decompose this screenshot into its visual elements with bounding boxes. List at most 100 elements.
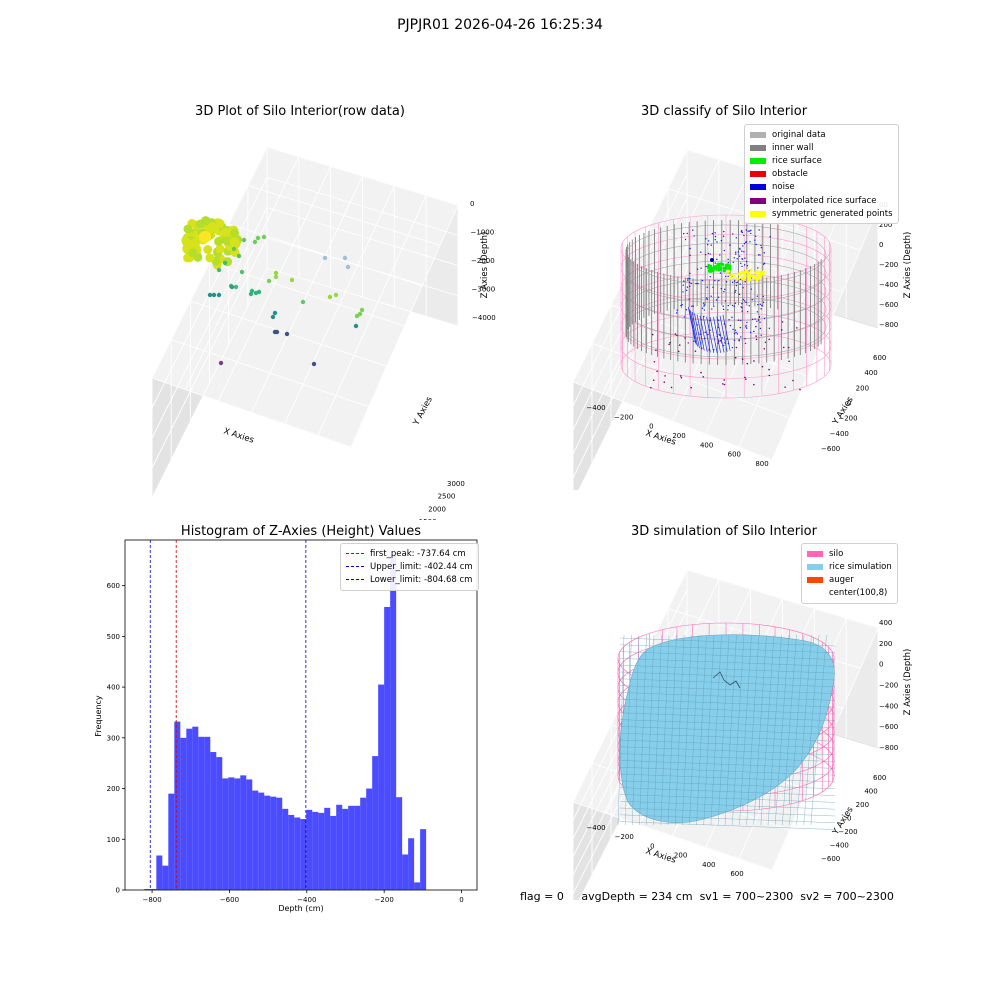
p4-x-label: X Axies bbox=[644, 846, 677, 865]
p3-bar bbox=[354, 805, 361, 890]
legend-label: first_peak: -737.64 cm bbox=[370, 548, 466, 559]
p2-noise-point bbox=[687, 279, 689, 281]
p2-noise-point bbox=[716, 241, 718, 243]
p2-grid-line bbox=[705, 188, 815, 435]
legend-label: Upper_limit: -402.44 cm bbox=[370, 561, 473, 572]
legend-line-swatch bbox=[346, 553, 364, 555]
p2-interpolated-point bbox=[718, 340, 720, 342]
p1-cluster-point bbox=[229, 237, 239, 247]
p2-noise-point bbox=[756, 311, 759, 313]
p2-inner-wall-ring bbox=[625, 242, 827, 304]
legend-item: obstacle bbox=[750, 168, 893, 181]
p2-noise-point bbox=[722, 308, 725, 311]
legend-swatch bbox=[750, 210, 766, 217]
p2-noise-point bbox=[743, 251, 745, 253]
p4-rice-mesh bbox=[619, 801, 836, 810]
p2-noise-point bbox=[759, 321, 761, 323]
p2-noise-point bbox=[722, 235, 725, 237]
p4-rice-mesh bbox=[617, 634, 625, 826]
p1-grid-line bbox=[350, 204, 459, 448]
p2-rice-point bbox=[709, 269, 713, 273]
p1-data-point bbox=[231, 246, 237, 252]
p2-noise-point bbox=[744, 342, 747, 345]
p2-symmetric-point bbox=[761, 270, 765, 274]
p4-rice-mesh bbox=[639, 634, 647, 826]
p2-noise-point bbox=[692, 305, 694, 307]
p2-z-tick: 200 bbox=[879, 221, 892, 229]
p1-grid-line bbox=[151, 267, 268, 499]
p2-interpolated-point bbox=[702, 375, 705, 378]
p2-interpolated-point bbox=[723, 379, 725, 381]
p1-data-point bbox=[229, 284, 235, 290]
p2-noise-point bbox=[727, 258, 729, 261]
p2-noise-point bbox=[727, 275, 729, 278]
p2-inner-wall-ring bbox=[625, 296, 827, 358]
p2-noise-point bbox=[740, 319, 742, 322]
p2-interpolated-point bbox=[651, 333, 654, 336]
p2-noise-point bbox=[736, 281, 739, 283]
p2-noise-curve bbox=[690, 310, 698, 347]
p2-noise-point bbox=[704, 331, 707, 333]
p1-data-point bbox=[333, 292, 339, 298]
p2-noise-point bbox=[728, 319, 730, 321]
p2-y-tick: 0 bbox=[847, 400, 851, 408]
p4-rice-mesh bbox=[619, 699, 836, 708]
p2-noise-point bbox=[721, 337, 723, 339]
p1-x-label: X Axies bbox=[222, 426, 255, 445]
p4-grid-line bbox=[771, 627, 879, 871]
p4-rice-mesh bbox=[619, 760, 836, 769]
p2-noise-point bbox=[763, 252, 765, 254]
p3-bar bbox=[408, 838, 415, 890]
p2-interpolated-point bbox=[677, 350, 680, 353]
p2-noise-point bbox=[710, 244, 712, 246]
legend-item: interpolated rice surface bbox=[750, 194, 893, 207]
p2-noise-point bbox=[746, 321, 748, 324]
p2-noise-point bbox=[719, 254, 721, 256]
p1-grid-line bbox=[284, 185, 395, 425]
p2-interpolated-point bbox=[746, 362, 749, 365]
legend-item: silo bbox=[807, 547, 892, 560]
p1-data-point bbox=[354, 313, 360, 319]
p1-cluster-point bbox=[220, 228, 230, 238]
p2-noise-point bbox=[741, 302, 743, 305]
p2-noise-point bbox=[703, 305, 705, 307]
p4-z-tick: 400 bbox=[879, 619, 892, 627]
p2-noise-point bbox=[739, 247, 741, 250]
p2-noise-curve bbox=[696, 314, 705, 351]
p2-z-tick: −800 bbox=[879, 321, 898, 329]
p2-z-tick: −200 bbox=[879, 261, 898, 269]
p2-noise-point bbox=[741, 265, 743, 268]
p2-noise-point bbox=[682, 284, 684, 286]
p4-z-tick: −600 bbox=[879, 723, 898, 731]
p2-noise-point bbox=[724, 288, 726, 291]
p4-rice-mesh bbox=[619, 780, 836, 789]
p3-bar bbox=[420, 829, 427, 890]
p3-bar bbox=[186, 728, 193, 890]
p2-noise-point bbox=[753, 330, 755, 333]
p3-x-tick: −600 bbox=[220, 896, 239, 904]
legend-item: rice surface bbox=[750, 154, 893, 167]
p1-data-point bbox=[266, 278, 272, 284]
p2-noise-point bbox=[743, 242, 746, 245]
p2-symmetric-point bbox=[732, 274, 736, 278]
p1-grid-line bbox=[266, 237, 459, 297]
p2-noise-point bbox=[689, 254, 691, 257]
p4-rice-mesh bbox=[624, 634, 632, 826]
p2-noise-point bbox=[751, 318, 754, 321]
p2-interpolated-point bbox=[664, 375, 666, 377]
flag-text: flag = 0 bbox=[520, 890, 564, 903]
p2-noise-point bbox=[742, 298, 744, 301]
p2-noise-point bbox=[733, 339, 736, 342]
p2-inner-wall-ring bbox=[625, 278, 827, 340]
avg-depth-text: avgDepth = 234 cm bbox=[581, 890, 693, 903]
legend-swatch bbox=[750, 144, 766, 151]
p3-x-tick: −200 bbox=[375, 896, 394, 904]
p2-interpolated-point bbox=[720, 340, 722, 342]
p3-x-tick: 0 bbox=[459, 896, 463, 904]
p2-noise-point bbox=[717, 326, 719, 329]
p3-bar bbox=[156, 855, 163, 890]
p2-noise-point bbox=[710, 258, 714, 262]
p2-noise-point bbox=[706, 243, 709, 246]
p1-grid-line bbox=[266, 146, 459, 206]
p2-noise-point bbox=[687, 277, 689, 280]
